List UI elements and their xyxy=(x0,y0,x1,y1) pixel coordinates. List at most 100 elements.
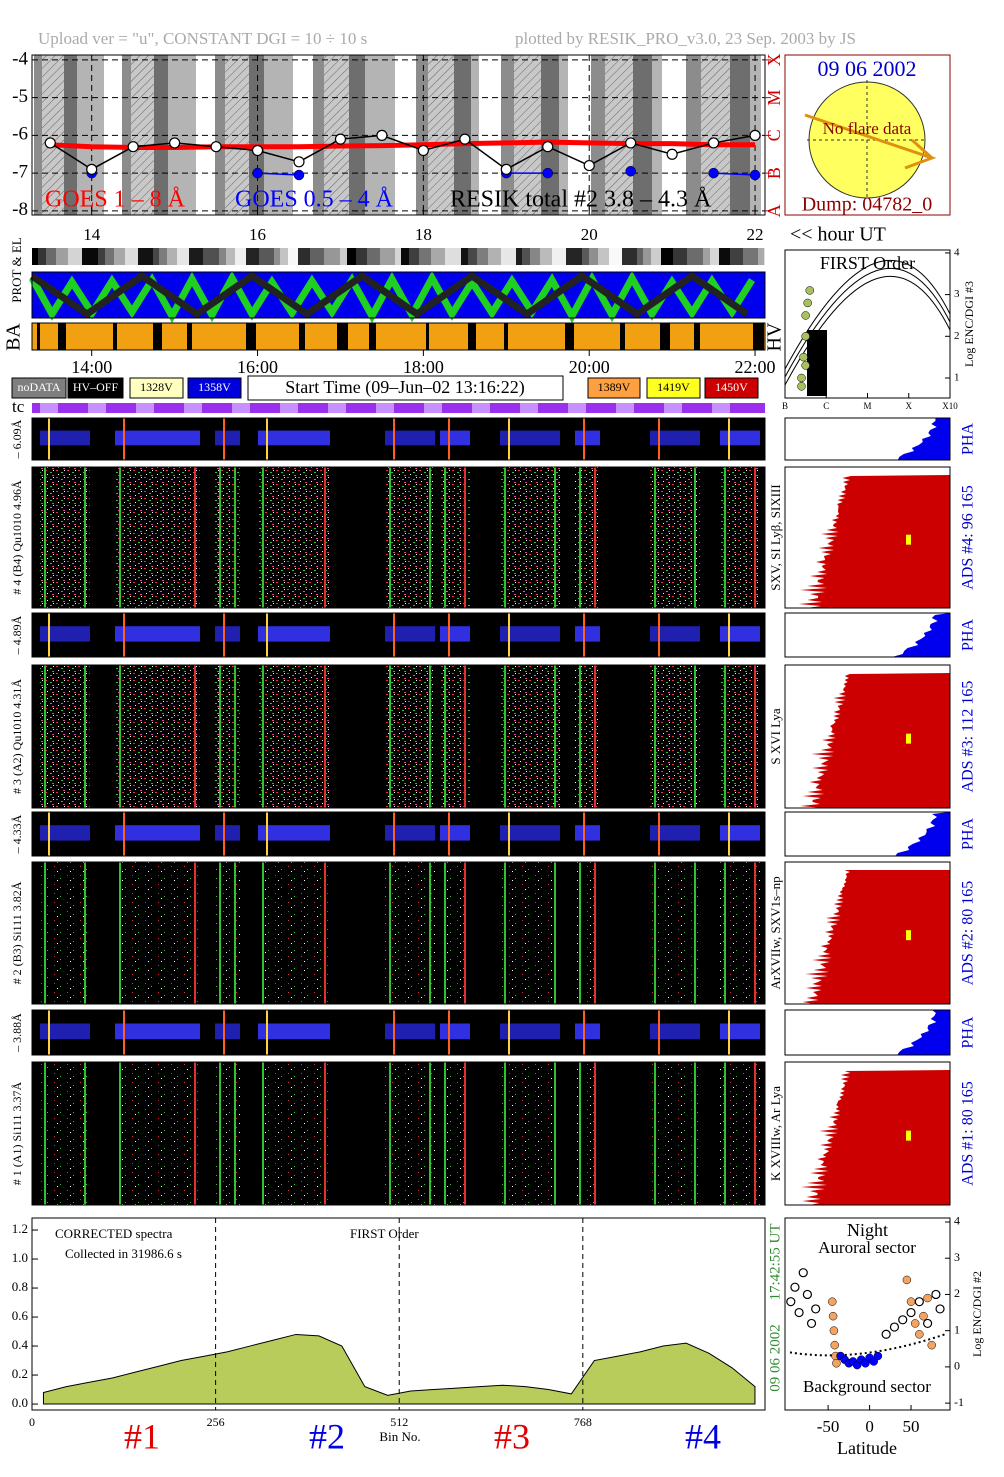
scatter-point xyxy=(873,1351,883,1361)
spectrogram-band xyxy=(40,1062,90,1205)
pha-band xyxy=(40,825,90,841)
series-point xyxy=(459,133,471,145)
strip-label: PROT & EL xyxy=(9,237,24,303)
orbit-strip-cell xyxy=(566,248,582,265)
spectrogram-band xyxy=(650,862,700,1004)
spectrogram-line xyxy=(194,1062,196,1205)
histogram-marker xyxy=(906,733,911,744)
main-histogram xyxy=(800,673,950,808)
panel-frame xyxy=(31,861,766,1005)
legend-entry: RESIK total #2 3.8 – 4.3 Å xyxy=(450,187,712,213)
orbit-strip-cell xyxy=(743,248,758,265)
spectrogram-band xyxy=(575,862,600,1004)
panel-frame xyxy=(31,811,766,857)
line-identification: S XVI Lya xyxy=(768,708,783,765)
y-tick-label: 0.6 xyxy=(12,1308,29,1323)
pha-line xyxy=(583,613,585,657)
legend-box-label: 1328V xyxy=(140,380,173,394)
series-point xyxy=(625,165,636,177)
spectrogram-band xyxy=(575,467,600,608)
y-tick-label: 4 xyxy=(954,1214,960,1228)
scatter-point xyxy=(811,1304,821,1314)
spectrogram-line xyxy=(694,665,696,808)
ba-gap xyxy=(113,323,117,350)
spectrogram-line xyxy=(389,862,391,1004)
spectrogram-band xyxy=(258,1062,330,1205)
spectrogram-line xyxy=(724,467,726,608)
channel-number: #3 xyxy=(494,1416,530,1456)
ba-gap xyxy=(246,323,256,350)
legend-box xyxy=(704,377,759,399)
x-tick-label: 18:00 xyxy=(403,357,444,377)
pha-band xyxy=(650,430,700,446)
channel-number: #2 xyxy=(309,1416,345,1456)
orbit-strip-cell xyxy=(380,248,395,265)
spectrogram-line xyxy=(579,467,581,608)
scatter-point xyxy=(830,1340,839,1350)
scatter-point xyxy=(801,332,810,341)
pha-line xyxy=(223,418,225,460)
spectrogram-band xyxy=(385,665,435,808)
ba-frame xyxy=(31,322,766,351)
pha-line xyxy=(123,1010,125,1055)
y-tick-label: -5 xyxy=(12,86,28,107)
spectrogram-line xyxy=(724,1062,726,1205)
pha-line xyxy=(48,613,50,657)
line-identification: K XVIIIw, Ar Lya xyxy=(768,1086,783,1181)
legend-box xyxy=(187,377,242,399)
spectrogram-line xyxy=(444,862,446,1004)
series-point xyxy=(376,129,388,141)
pha-line xyxy=(448,418,450,460)
ba-gap xyxy=(660,323,670,350)
tc-cell xyxy=(472,403,490,413)
pha-line xyxy=(266,613,268,657)
x-axis-label: Latitude xyxy=(837,1438,897,1458)
ba-gap xyxy=(565,323,574,350)
tc-cell xyxy=(88,403,106,413)
spectrum-area xyxy=(42,1333,756,1405)
orbit-strip-cell xyxy=(445,248,461,265)
pha-line xyxy=(393,418,395,460)
spectrogram-line xyxy=(694,862,696,1004)
orbit-strip-cell xyxy=(582,248,589,265)
legend-box-label: 1389V xyxy=(598,380,631,394)
series-point xyxy=(169,137,181,149)
orbit-strip-cell xyxy=(347,248,356,265)
panel-frame xyxy=(31,1217,766,1411)
y-tick-label: -1 xyxy=(954,1395,964,1409)
spectrogram-band xyxy=(258,665,330,808)
orbit-strip-cell xyxy=(710,248,719,265)
orbit-strip-cell xyxy=(189,248,203,265)
x-tick-label: M xyxy=(863,401,871,411)
pha-line xyxy=(223,812,225,856)
orbit-strip-cell xyxy=(280,248,288,265)
spectrogram-line xyxy=(579,1062,581,1205)
orbit-strip-cell xyxy=(167,248,177,265)
pha-line xyxy=(393,1010,395,1055)
legend-box xyxy=(646,377,701,399)
scatter-point xyxy=(828,1297,837,1306)
spectrogram-line xyxy=(262,467,264,608)
series-point xyxy=(707,137,720,149)
panel-frame xyxy=(31,466,766,609)
start-time-box xyxy=(247,375,564,401)
orbit-strip-cell xyxy=(730,248,743,265)
pha-band xyxy=(440,1023,470,1040)
pha-line xyxy=(658,812,660,856)
x-axis-label: Bin No. xyxy=(379,1429,420,1444)
spectrogram-band xyxy=(385,467,435,608)
panel-frame xyxy=(784,811,951,857)
series-point xyxy=(625,137,637,149)
orbit-strip-cell xyxy=(764,248,765,265)
spectrogram-line xyxy=(324,467,326,608)
x-tick-label: X10 xyxy=(942,401,958,411)
y-tick-label: -8 xyxy=(12,199,28,220)
panel-frame xyxy=(784,861,951,1005)
x-tick-label: 18 xyxy=(415,225,432,244)
series-point xyxy=(749,129,761,141)
orbit-strip-cell xyxy=(98,248,105,265)
orbit-strip-cell xyxy=(219,248,226,265)
tc-cell xyxy=(184,403,202,413)
ads-label: ADS #3: 112 165 xyxy=(960,681,977,793)
orbit-strip-cell xyxy=(409,248,419,265)
